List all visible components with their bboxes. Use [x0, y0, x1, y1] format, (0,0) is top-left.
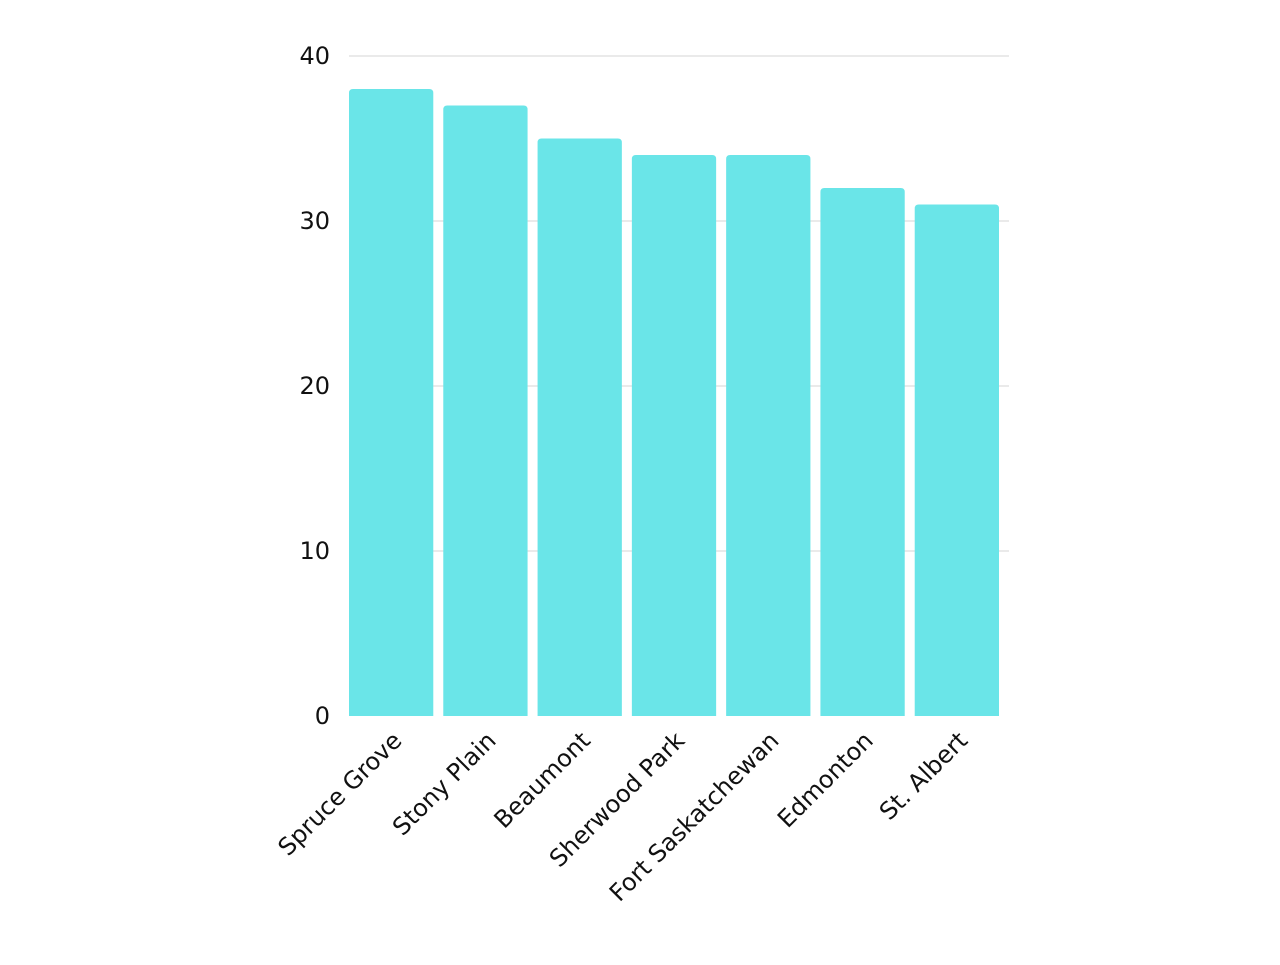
x-tick-label: Edmonton [772, 726, 879, 833]
bar [631, 155, 717, 716]
y-tick-label: 20 [299, 372, 330, 400]
y-tick-label: 40 [299, 42, 330, 70]
bar [914, 204, 999, 716]
y-tick-label: 10 [299, 537, 330, 565]
bar [443, 105, 528, 716]
bar [349, 89, 434, 716]
bar [726, 155, 811, 716]
y-tick-label: 0 [315, 702, 330, 730]
x-tick-label: St. Albert [874, 726, 973, 825]
bar [537, 138, 622, 716]
y-axis-ticks: 0 10 20 30 40 [299, 42, 330, 730]
y-tick-label: 30 [299, 207, 330, 235]
x-tick-label: Fort Saskatchewan [604, 726, 785, 907]
bars [349, 89, 999, 716]
x-tick-label: Spruce Grove [273, 726, 408, 861]
bar [820, 188, 905, 716]
